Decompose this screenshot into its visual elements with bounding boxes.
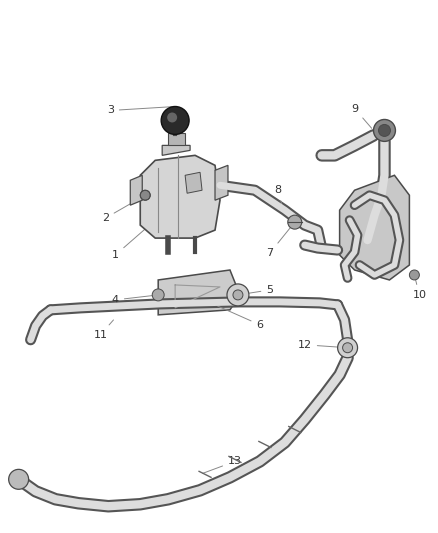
Text: 6: 6 <box>218 306 263 330</box>
Polygon shape <box>162 146 190 155</box>
Text: 2: 2 <box>102 197 143 223</box>
Text: 11: 11 <box>93 320 113 340</box>
Text: 13: 13 <box>203 456 242 473</box>
Circle shape <box>343 343 353 353</box>
Polygon shape <box>185 172 202 193</box>
Polygon shape <box>339 175 410 280</box>
Text: 4: 4 <box>112 295 155 305</box>
Circle shape <box>161 107 189 134</box>
Circle shape <box>338 338 357 358</box>
Polygon shape <box>140 155 220 238</box>
Text: 3: 3 <box>107 106 173 116</box>
Text: 10: 10 <box>412 278 426 300</box>
Polygon shape <box>158 270 240 315</box>
Circle shape <box>233 290 243 300</box>
Circle shape <box>374 119 396 141</box>
Polygon shape <box>168 133 185 146</box>
Circle shape <box>140 190 150 200</box>
Text: 9: 9 <box>351 103 372 128</box>
Circle shape <box>152 289 164 301</box>
Polygon shape <box>215 165 228 200</box>
Circle shape <box>227 284 249 306</box>
Polygon shape <box>130 175 142 205</box>
Text: 12: 12 <box>298 340 345 350</box>
Text: 7: 7 <box>266 224 293 258</box>
Text: 1: 1 <box>112 202 176 260</box>
Circle shape <box>167 112 177 123</box>
Text: 5: 5 <box>241 285 273 295</box>
Circle shape <box>378 124 390 136</box>
Circle shape <box>9 470 28 489</box>
Text: 8: 8 <box>274 185 284 213</box>
Circle shape <box>410 270 419 280</box>
Circle shape <box>288 215 302 229</box>
